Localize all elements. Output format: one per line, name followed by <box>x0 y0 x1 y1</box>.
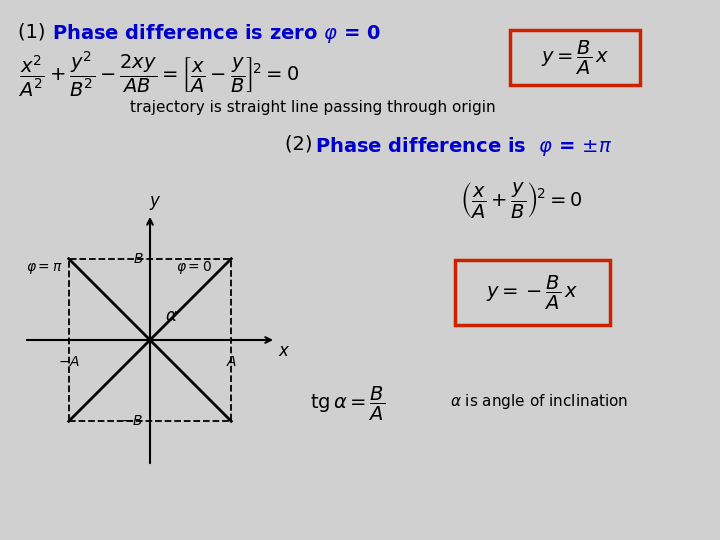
Bar <box>455 260 610 325</box>
Text: $B$: $B$ <box>132 252 143 266</box>
Text: $\mathrm{tg}\,\alpha=\dfrac{B}{A}$: $\mathrm{tg}\,\alpha=\dfrac{B}{A}$ <box>310 385 385 423</box>
Text: $A$: $A$ <box>225 355 237 369</box>
Text: Phase difference is zero $\varphi$ = 0: Phase difference is zero $\varphi$ = 0 <box>52 22 381 45</box>
Bar <box>68 259 231 421</box>
Text: Phase difference is  $\varphi$ = $\pm\pi$: Phase difference is $\varphi$ = $\pm\pi$ <box>315 135 612 158</box>
Text: (2): (2) <box>285 135 319 154</box>
Text: $\dfrac{x^2}{A^2}+\dfrac{y^2}{B^2}-\dfrac{2xy}{AB}=\left[\dfrac{x}{A}-\dfrac{y}{: $\dfrac{x^2}{A^2}+\dfrac{y^2}{B^2}-\dfra… <box>18 50 299 99</box>
Bar <box>510 30 640 85</box>
Text: $x$: $x$ <box>279 342 291 360</box>
Text: $-A$: $-A$ <box>58 355 80 369</box>
Text: $\left(\dfrac{x}{A}+\dfrac{y}{B}\right)^{\!2}=0$: $\left(\dfrac{x}{A}+\dfrac{y}{B}\right)^… <box>460 180 582 220</box>
Text: $y=\dfrac{B}{A}\,x$: $y=\dfrac{B}{A}\,x$ <box>541 38 609 77</box>
Text: $\alpha$: $\alpha$ <box>165 307 177 325</box>
Text: (1): (1) <box>18 22 52 41</box>
Text: $\alpha$ is angle of inclination: $\alpha$ is angle of inclination <box>450 392 629 411</box>
Text: trajectory is straight line passing through origin: trajectory is straight line passing thro… <box>130 100 495 115</box>
Text: $y=-\dfrac{B}{A}\,x$: $y=-\dfrac{B}{A}\,x$ <box>486 273 579 312</box>
Text: $y$: $y$ <box>150 194 162 212</box>
Text: $\varphi=\pi$: $\varphi=\pi$ <box>27 261 63 276</box>
Text: $-B$: $-B$ <box>121 414 143 428</box>
Text: $\varphi=0$: $\varphi=0$ <box>176 259 212 276</box>
